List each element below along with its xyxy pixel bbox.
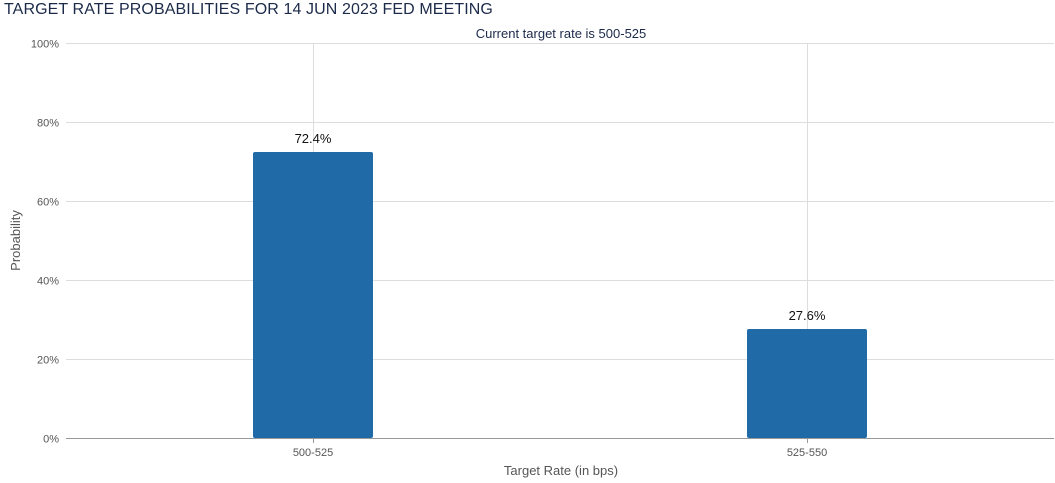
y-tick-label: 0% [43,434,59,446]
y-tick-label: 100% [31,39,59,51]
y-tick-label: 60% [37,197,59,209]
chart-subtitle: Current target rate is 500-525 [476,26,647,41]
y-tick-label: 40% [37,276,59,288]
y-axis-label: Probability [8,210,23,271]
x-tick-label-525-550: 525-550 [787,447,827,459]
y-axis-ticks: 0% 20% 40% 60% 80% 100% [31,39,59,446]
bar-525-550[interactable] [747,328,867,438]
data-labels: 72.4% 27.6% [295,131,826,323]
x-axis-label: Target Rate (in bps) [504,463,618,478]
y-tick-label: 80% [37,118,59,130]
x-axis-ticks: 500-525 525-550 [293,438,827,459]
bars [253,152,867,438]
data-label-525-550: 27.6% [789,308,826,323]
x-tick-label-500-525: 500-525 [293,447,333,459]
grid-lines [66,43,1054,438]
data-label-500-525: 72.4% [295,131,332,146]
y-tick-label: 20% [37,355,59,367]
bar-500-525[interactable] [253,152,373,438]
chart-title: TARGET RATE PROBABILITIES FOR 14 JUN 202… [4,1,493,18]
